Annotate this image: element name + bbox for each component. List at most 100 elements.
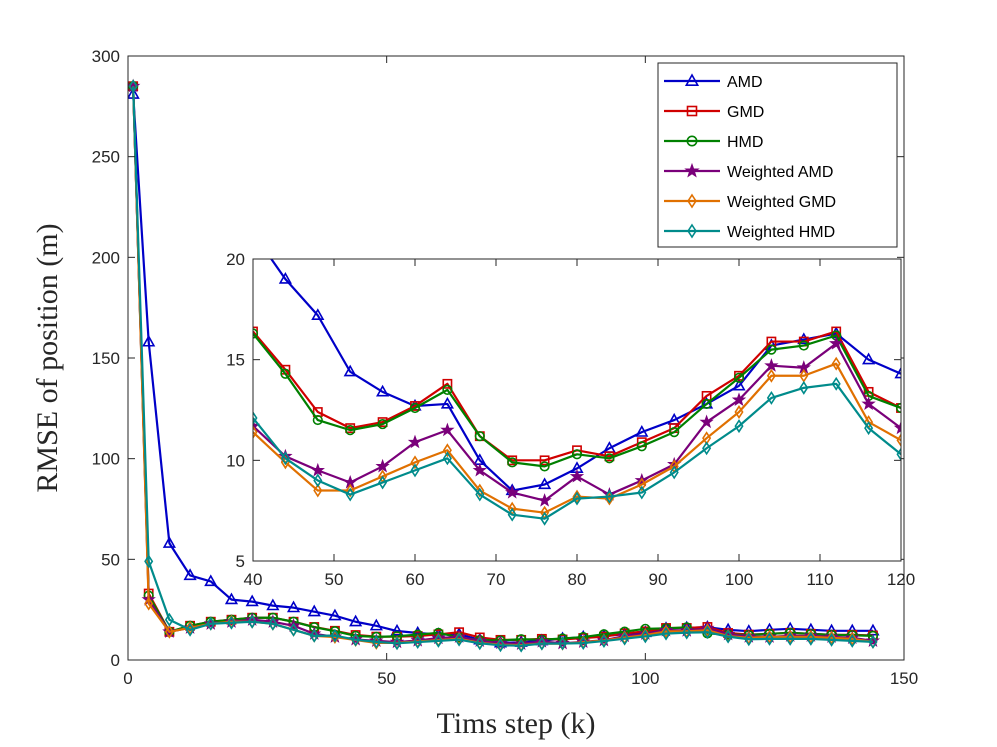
data-point — [516, 638, 526, 653]
data-point — [702, 441, 712, 456]
legend-item-amd: AMD — [664, 73, 763, 91]
data-point — [328, 608, 342, 621]
legend-marker — [687, 223, 697, 239]
data-point — [410, 463, 420, 478]
data-point — [245, 594, 259, 607]
data-point — [378, 475, 388, 490]
series-line — [253, 332, 901, 468]
data-point — [785, 629, 795, 644]
data-point — [253, 425, 258, 440]
data-point — [701, 398, 712, 410]
data-point — [831, 356, 841, 371]
data-point — [734, 405, 744, 419]
data-point — [893, 420, 901, 435]
data-point — [307, 604, 321, 617]
data-point — [164, 624, 174, 639]
data-point — [847, 631, 857, 646]
x-tick-label: 80 — [568, 570, 587, 589]
y-tick-label: 300 — [92, 47, 120, 66]
inset-plot-frame — [252, 258, 902, 562]
data-point — [702, 623, 712, 638]
data-point — [827, 632, 837, 647]
data-point — [144, 554, 154, 569]
data-point — [766, 344, 777, 355]
x-tick-label: 0 — [123, 669, 132, 688]
data-point — [764, 631, 775, 646]
data-point — [330, 628, 340, 643]
data-point — [369, 618, 383, 631]
y-tick-label: 150 — [92, 349, 120, 368]
y-tick-label: 250 — [92, 148, 120, 167]
data-point — [539, 455, 550, 466]
main-series-group — [128, 78, 881, 653]
data-point — [475, 483, 485, 498]
data-point — [827, 630, 837, 645]
data-point — [734, 419, 744, 434]
data-point — [669, 465, 679, 480]
series-weighted-hmd — [253, 376, 901, 526]
main-plot-frame — [127, 55, 905, 661]
y-tick-label: 200 — [92, 248, 120, 267]
legend-marker — [686, 135, 698, 147]
data-point — [376, 384, 390, 397]
data-point — [472, 462, 487, 477]
legend-item-hmd: HMD — [664, 134, 763, 151]
data-point — [507, 507, 517, 522]
data-point — [569, 468, 585, 483]
data-point — [442, 384, 453, 395]
data-point — [389, 634, 405, 649]
data-point — [162, 536, 176, 548]
data-point — [538, 477, 552, 490]
legend-marker — [687, 193, 697, 209]
data-point — [864, 421, 874, 436]
data-point — [310, 462, 325, 477]
data-point — [539, 461, 550, 472]
data-point — [475, 487, 485, 502]
data-point — [475, 636, 485, 651]
y-tick-label: 0 — [111, 651, 120, 670]
data-point — [142, 334, 156, 347]
data-point — [702, 625, 712, 640]
data-point — [798, 340, 809, 351]
data-point — [806, 631, 816, 646]
data-point — [442, 443, 452, 458]
data-point — [312, 414, 323, 426]
data-point — [636, 441, 647, 452]
data-point — [289, 622, 299, 637]
data-point — [286, 600, 301, 613]
data-point — [409, 402, 421, 414]
legend: AMD GMD HMD Weighted AMD Weighted GMD Weighte… — [657, 62, 898, 248]
y-tick-label: 50 — [101, 550, 120, 569]
data-point — [896, 447, 901, 462]
data-point — [280, 451, 290, 466]
data-point — [682, 625, 692, 640]
data-point — [164, 612, 174, 627]
x-axis-title: Tims step (k) — [437, 707, 596, 740]
data-point — [185, 620, 195, 635]
data-point — [224, 592, 239, 605]
data-point — [604, 489, 614, 504]
inset-plot: 40 50 60 70 80 90 100 110 120 5 10 15 20 — [226, 250, 915, 589]
x-tick-label: 50 — [325, 570, 344, 589]
data-point — [861, 396, 876, 411]
data-point — [723, 629, 733, 644]
data-point — [766, 368, 776, 383]
legend-marker — [686, 105, 698, 117]
data-point — [413, 635, 423, 650]
inset-ticks-group: 40 50 60 70 80 90 100 110 120 5 10 15 20 — [226, 250, 915, 589]
y-tick-label: 10 — [226, 451, 245, 470]
legend-label: Weighted GMD — [727, 194, 836, 211]
data-point — [895, 402, 901, 414]
data-point — [309, 628, 319, 643]
data-point — [540, 511, 550, 526]
data-point — [862, 352, 876, 365]
data-point — [896, 433, 901, 448]
legend-marker — [684, 73, 700, 86]
data-point — [278, 271, 292, 284]
data-point — [744, 632, 754, 647]
data-point — [474, 431, 485, 442]
data-point — [764, 629, 775, 644]
inset-plot-area — [253, 259, 901, 561]
data-point — [572, 489, 582, 504]
data-point — [345, 483, 355, 498]
